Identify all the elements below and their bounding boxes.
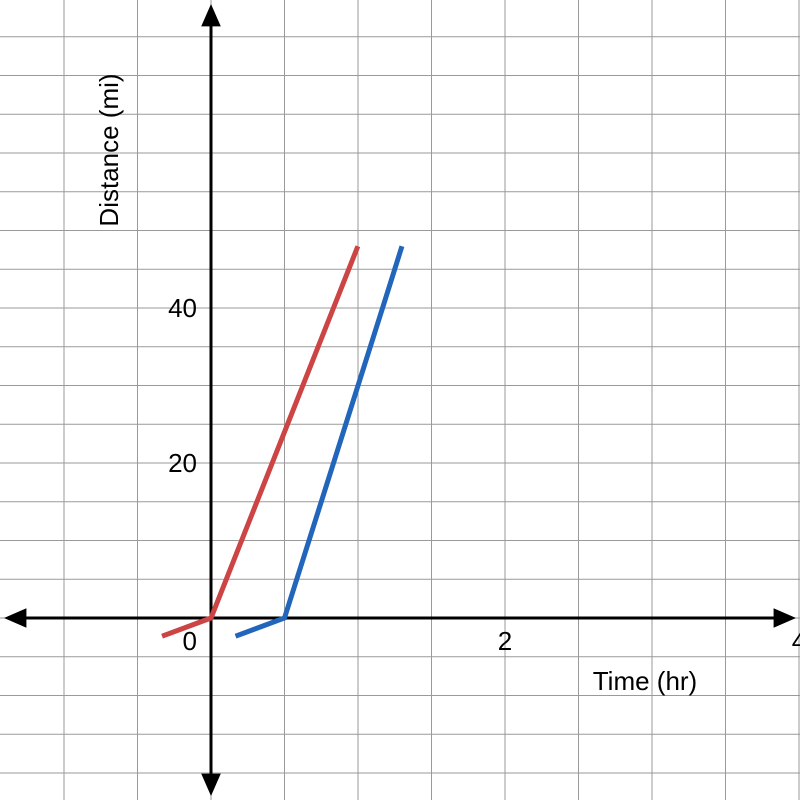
blue-line: [236, 246, 402, 636]
x-tick-label: 2: [498, 626, 512, 656]
labels: 2 4 20 40 0 Time (hr) Distance (mi): [94, 73, 800, 696]
origin-label: 0: [183, 626, 197, 656]
y-tick-label: 40: [168, 293, 197, 323]
data-series: [162, 246, 402, 636]
y-axis-label: Distance (mi): [94, 73, 124, 226]
y-tick-label: 20: [168, 448, 197, 478]
coordinate-chart: 2 4 20 40 0 Time (hr) Distance (mi): [0, 0, 800, 800]
x-axis-label: Time (hr): [593, 666, 697, 696]
x-tick-label: 4: [792, 626, 800, 656]
